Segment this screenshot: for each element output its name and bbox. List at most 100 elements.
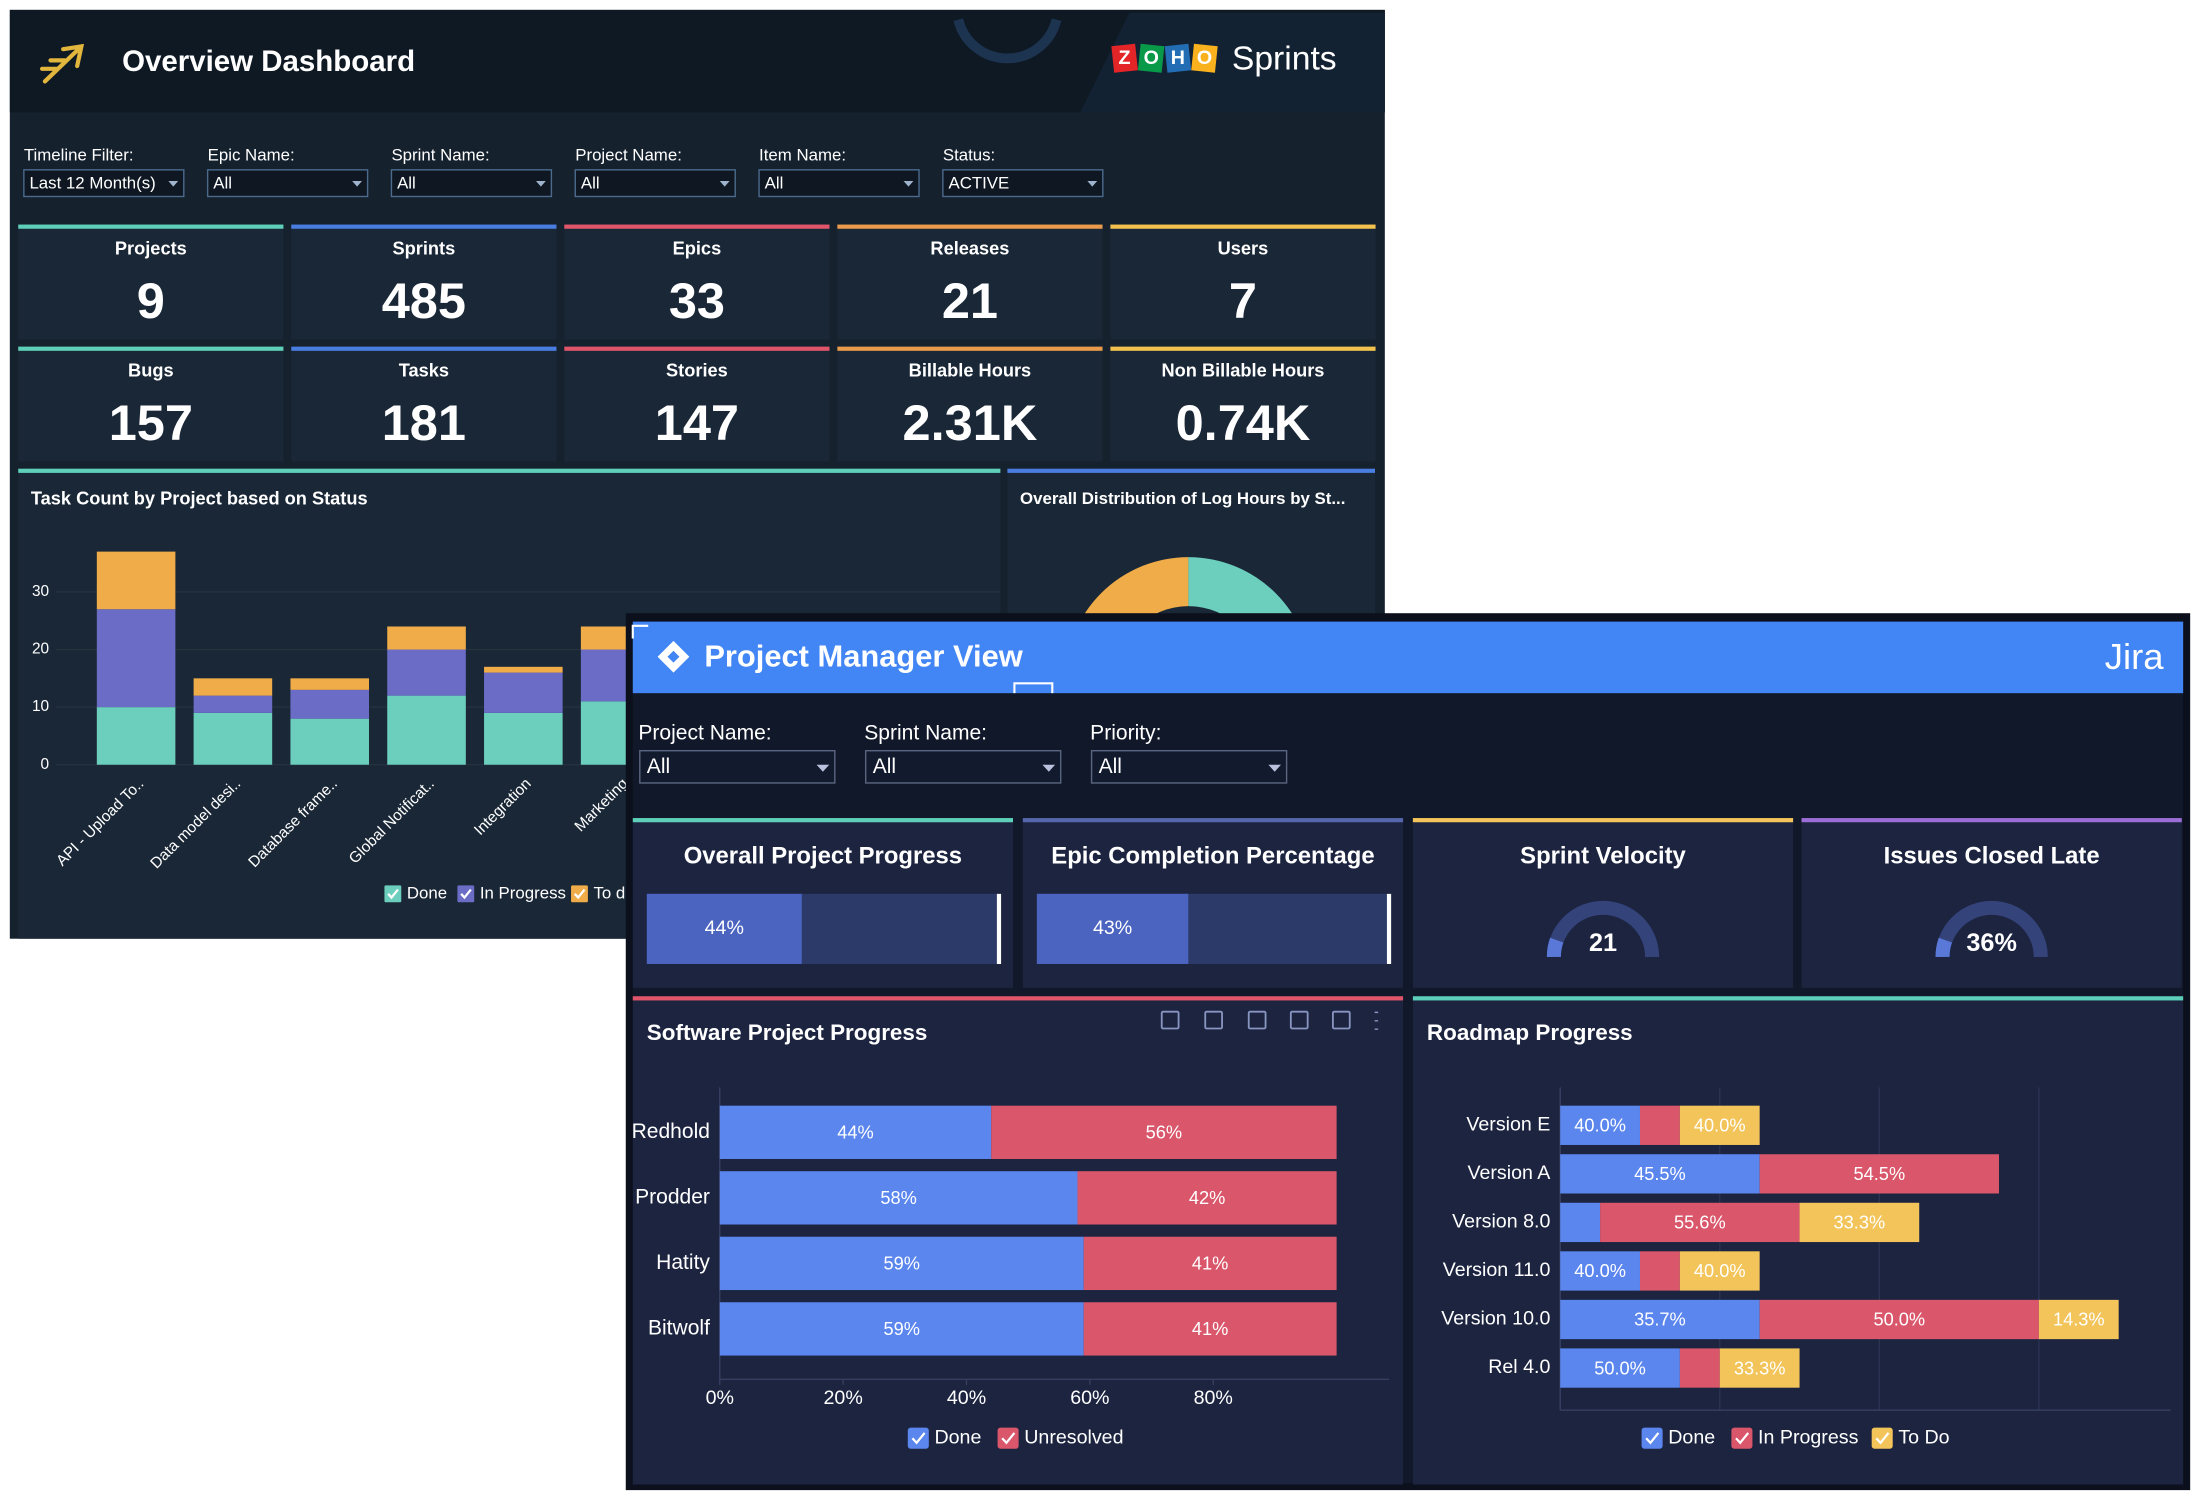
- legend-label[interactable]: To do: [593, 883, 634, 902]
- filter-value[interactable]: All: [647, 755, 670, 778]
- x-tick-label: 80%: [1194, 1387, 1233, 1409]
- chart-title: Overall Distribution of Log Hours by St.…: [1020, 489, 1345, 508]
- bar-segment: [484, 666, 563, 673]
- dropdown-arrow: [352, 181, 362, 187]
- x-tick-label: 0%: [706, 1387, 734, 1409]
- filter-select[interactable]: [23, 169, 185, 198]
- kpi-value: 21: [942, 272, 998, 329]
- filter-select[interactable]: [1090, 749, 1288, 784]
- toolbar-icon[interactable]: [1160, 1010, 1180, 1030]
- kpi-accent: [1801, 818, 2182, 823]
- legend-swatch: [384, 885, 402, 903]
- legend-label[interactable]: Unresolved: [1024, 1426, 1123, 1448]
- legend-label[interactable]: In Progress: [480, 883, 566, 902]
- y-tick-label: Version 8.0: [1452, 1211, 1550, 1233]
- card-accent: [18, 468, 1001, 473]
- chart-title: Roadmap Progress: [1427, 1020, 1633, 1045]
- kpi-card: [837, 224, 1103, 340]
- x-tick-label: 20%: [823, 1387, 862, 1409]
- bar-segment: [1560, 1105, 1640, 1145]
- kpi-value: 9: [137, 272, 165, 329]
- y-tick-label: Rel 4.0: [1488, 1356, 1550, 1378]
- chart-title: Task Count by Project based on Status: [31, 487, 368, 508]
- data-label: 59%: [884, 1253, 920, 1274]
- dropdown-arrow: [1042, 764, 1056, 772]
- x-tick-label: 60%: [1070, 1387, 1109, 1409]
- filter-select[interactable]: [206, 169, 369, 198]
- chart-title: Software Project Progress: [647, 1020, 928, 1045]
- logo-letter: O: [1197, 47, 1212, 69]
- legend-swatch: [1871, 1427, 1893, 1449]
- header-decoration: [1080, 12, 1385, 113]
- filter-select[interactable]: [639, 749, 836, 784]
- filter-value[interactable]: All: [873, 755, 896, 778]
- check-mark: [460, 888, 472, 900]
- data-label: 50.0%: [1873, 1309, 1925, 1330]
- check-mark: [573, 888, 586, 900]
- kpi-label: Bugs: [128, 360, 174, 381]
- logo-tile: [1191, 43, 1218, 73]
- bar-segment: [1799, 1202, 1920, 1243]
- filter-value[interactable]: All: [765, 173, 784, 192]
- legend-swatch: [997, 1427, 1019, 1449]
- bar-segment: [1600, 1202, 1800, 1243]
- filter-value[interactable]: All: [213, 173, 232, 192]
- legend-label[interactable]: Done: [934, 1426, 981, 1448]
- y-tick-label: Version A: [1467, 1162, 1551, 1184]
- toolbar-icon[interactable]: [1247, 1010, 1267, 1030]
- kpi-card: [1110, 224, 1376, 340]
- filter-select[interactable]: [758, 169, 920, 198]
- data-label: 40.0%: [1574, 1260, 1626, 1281]
- kpi-accent: [1412, 818, 1794, 823]
- kpi-title: Epic Completion Percentage: [1051, 843, 1374, 870]
- kpi-value: 147: [655, 394, 739, 451]
- filter-select[interactable]: [942, 169, 1104, 198]
- card-accent: [1412, 996, 2184, 1001]
- bar-segment: [1759, 1154, 2000, 1194]
- legend-swatch: [457, 885, 475, 903]
- brand-name: Jira: [2105, 636, 2164, 677]
- filter-value[interactable]: Last 12 Month(s): [29, 173, 155, 192]
- kpi-accent: [291, 224, 557, 229]
- kpi-accent: [18, 224, 284, 229]
- kpi-accent: [1110, 224, 1376, 229]
- toolbar-icon[interactable]: [1331, 1010, 1351, 1030]
- legend-label[interactable]: In Progress: [1758, 1426, 1859, 1448]
- logo-letter: H: [1171, 47, 1185, 69]
- filter-label: Timeline Filter:: [24, 145, 134, 164]
- data-label: 59%: [884, 1318, 920, 1339]
- legend-swatch: [1731, 1427, 1753, 1449]
- kpi-accent: [291, 346, 557, 351]
- filter-select[interactable]: [390, 169, 553, 198]
- filter-select[interactable]: [574, 169, 736, 198]
- bar-segment: [1560, 1348, 1680, 1388]
- header-decoration: [953, 18, 1062, 64]
- check-mark: [1875, 1432, 1890, 1445]
- kpi-value: 36%: [1966, 929, 2017, 957]
- filter-label: Sprint Name:: [391, 145, 489, 164]
- toolbar-icon[interactable]: [1289, 1010, 1309, 1030]
- progress-fill: [1036, 893, 1189, 964]
- data-label: 54.5%: [1853, 1163, 1905, 1184]
- filter-value[interactable]: ACTIVE: [948, 173, 1009, 192]
- bar-segment: [1759, 1299, 2039, 1340]
- filter-value[interactable]: All: [1099, 755, 1122, 778]
- filter-label: Project Name:: [575, 145, 682, 164]
- filter-value[interactable]: All: [581, 173, 600, 192]
- filter-value[interactable]: All: [397, 173, 416, 192]
- dropdown-arrow: [903, 181, 914, 187]
- kpi-card: [18, 224, 284, 340]
- y-tick-label: Prodder: [635, 1185, 710, 1208]
- kpi-card: [564, 346, 830, 462]
- legend-label[interactable]: To Do: [1898, 1426, 1949, 1448]
- bar-segment: [290, 678, 370, 690]
- toolbar-icon[interactable]: [1204, 1010, 1223, 1030]
- logo-tile: [1111, 43, 1138, 73]
- legend-label[interactable]: Done: [407, 883, 447, 902]
- legend-swatch: [571, 885, 588, 903]
- bar-segment: [96, 551, 176, 610]
- corner-mark: [631, 624, 1054, 694]
- filter-select[interactable]: [864, 749, 1062, 784]
- legend-label[interactable]: Done: [1668, 1426, 1715, 1448]
